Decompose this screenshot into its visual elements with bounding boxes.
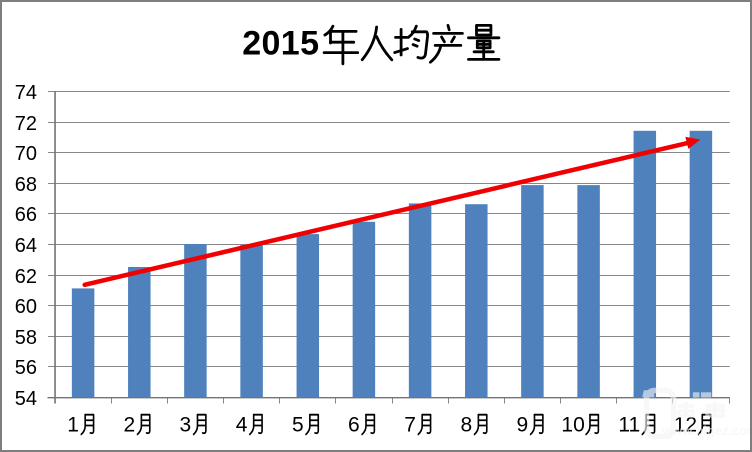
svg-text:8: 8 [460, 414, 472, 437]
svg-text:56: 56 [15, 357, 37, 379]
svg-text:64: 64 [15, 235, 37, 257]
svg-text:60: 60 [15, 296, 37, 318]
svg-text:3: 3 [180, 414, 192, 437]
svg-text:2: 2 [123, 414, 135, 437]
svg-text:58: 58 [15, 327, 37, 349]
svg-text:5: 5 [292, 414, 304, 437]
svg-text:2015: 2015 [242, 24, 319, 62]
svg-text:54: 54 [15, 388, 37, 410]
svg-text:9: 9 [517, 414, 529, 437]
svg-text:www.bigez.com: www.bigez.com [661, 423, 752, 438]
svg-text:68: 68 [15, 174, 37, 196]
svg-text:12: 12 [674, 414, 697, 437]
svg-text:72: 72 [15, 113, 37, 135]
svg-text:4: 4 [236, 414, 248, 437]
svg-text:6: 6 [348, 414, 360, 437]
svg-text:11: 11 [618, 414, 640, 437]
svg-text:74: 74 [15, 82, 37, 104]
svg-text:7: 7 [404, 414, 416, 437]
svg-text:62: 62 [15, 266, 37, 288]
svg-text:66: 66 [15, 204, 37, 226]
svg-text:70: 70 [15, 143, 37, 165]
svg-text:1: 1 [67, 414, 79, 437]
svg-text:10: 10 [561, 414, 584, 437]
